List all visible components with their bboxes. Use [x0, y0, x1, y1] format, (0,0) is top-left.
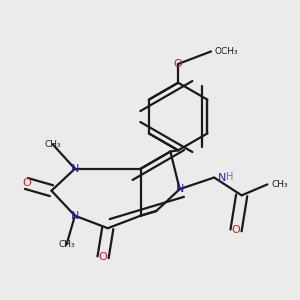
- Text: N: N: [218, 172, 226, 182]
- Text: N: N: [71, 164, 79, 174]
- Text: CH₃: CH₃: [271, 180, 288, 189]
- Text: H: H: [226, 172, 233, 182]
- Text: CH₃: CH₃: [45, 140, 61, 149]
- Text: N: N: [71, 211, 79, 221]
- Text: N: N: [176, 184, 184, 194]
- Text: O: O: [174, 59, 182, 69]
- Text: O: O: [232, 225, 240, 236]
- Text: O: O: [99, 252, 107, 262]
- Text: OCH₃: OCH₃: [215, 47, 238, 56]
- Text: CH₃: CH₃: [58, 240, 75, 249]
- Text: O: O: [22, 178, 31, 188]
